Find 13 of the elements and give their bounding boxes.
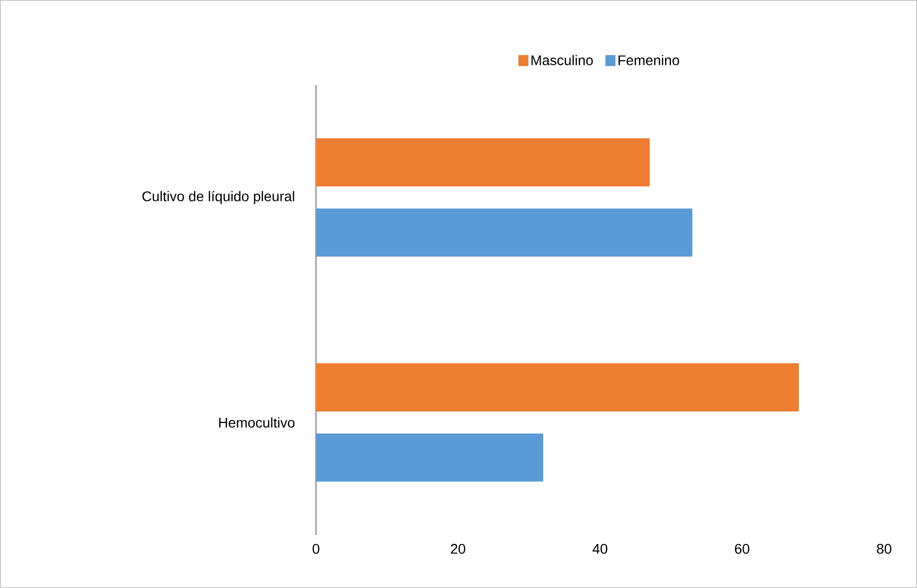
y-tick-label: Hemocultivo: [219, 417, 295, 428]
bar: [316, 434, 544, 482]
bar: [316, 138, 650, 186]
bar: [316, 208, 692, 257]
x-tick-label: 60: [734, 544, 750, 554]
x-tick-label: 0: [312, 544, 320, 554]
x-tick-label: 20: [450, 544, 466, 554]
x-tick-label: 80: [876, 544, 892, 554]
legend-label: Femenino: [618, 54, 680, 66]
legend-label: Masculino: [532, 54, 593, 66]
x-tick-label: 40: [592, 544, 608, 554]
y-tick-label: Cultivo de líquido pleural: [142, 190, 294, 204]
bar: [316, 363, 799, 412]
